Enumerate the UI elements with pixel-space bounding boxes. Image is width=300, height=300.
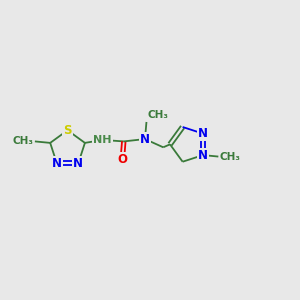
Text: NH: NH <box>93 135 112 145</box>
Text: N: N <box>140 133 150 146</box>
Text: N: N <box>52 157 62 170</box>
Text: CH₃: CH₃ <box>220 152 241 162</box>
Text: CH₃: CH₃ <box>148 110 169 120</box>
Text: N: N <box>73 157 83 170</box>
Text: N: N <box>198 127 208 140</box>
Text: CH₃: CH₃ <box>12 136 33 146</box>
Text: S: S <box>63 124 72 137</box>
Text: O: O <box>117 153 127 166</box>
Text: N: N <box>198 148 208 162</box>
